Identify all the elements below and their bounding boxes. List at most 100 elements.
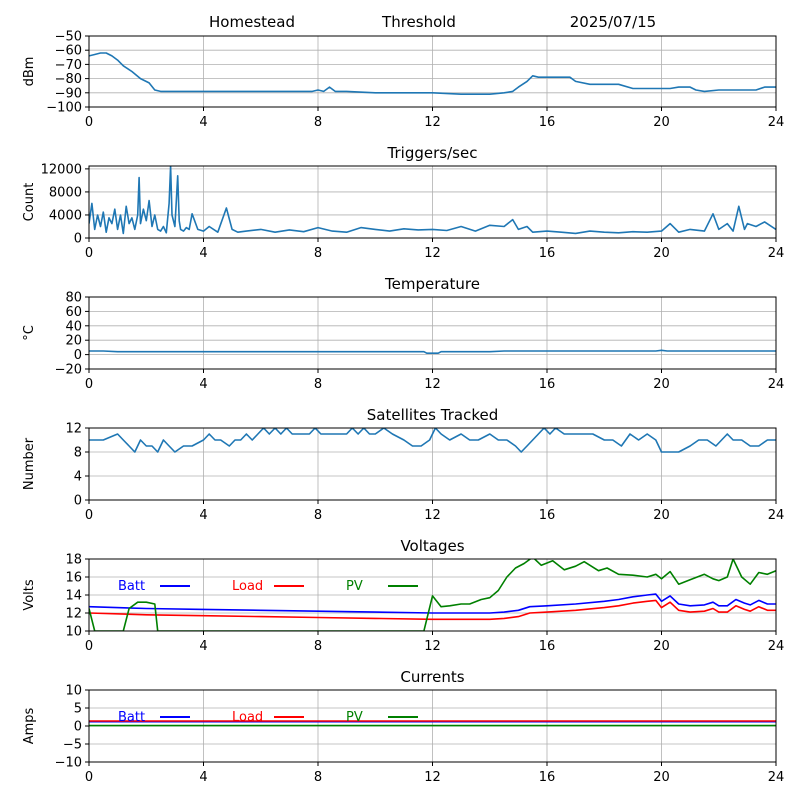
y-tick-label: 14 <box>65 589 82 604</box>
panel-title: Voltages <box>400 537 464 555</box>
y-tick-label: −10 <box>55 756 82 771</box>
x-tick-label: 4 <box>199 246 207 261</box>
x-tick-label: 12 <box>424 246 441 261</box>
y-tick-label: 80 <box>65 291 82 306</box>
x-tick-label: 16 <box>539 377 556 392</box>
y-tick-label: 18 <box>65 553 82 568</box>
panel-title: Temperature <box>384 275 480 293</box>
y-tick-label: −90 <box>55 86 82 101</box>
x-tick-label: 20 <box>653 639 670 654</box>
y-tick-label: 4000 <box>49 208 82 223</box>
y-tick-label: 0 <box>74 494 82 509</box>
y-axis-label: dBm <box>22 57 37 87</box>
y-tick-label: −5 <box>63 738 82 753</box>
panel-4: 0 4 8 12 16 20 24 10 12 14 16 18 Voltages Volts Batt Lo… <box>22 537 784 654</box>
x-tick-label: 24 <box>768 508 785 523</box>
x-tick-label: 12 <box>424 508 441 523</box>
y-tick-label: −80 <box>55 72 82 87</box>
y-axis-label: Volts <box>22 579 37 611</box>
panel-1: 0 4 8 12 16 20 24 0 4000 8000 12000 Triggers/sec Cou… <box>22 144 784 261</box>
x-tick-label: 12 <box>424 639 441 654</box>
y-tick-label: 16 <box>65 571 82 586</box>
x-tick-label: 16 <box>539 639 556 654</box>
y-tick-label: 8000 <box>49 185 82 200</box>
header-date: 2025/07/15 <box>570 13 656 31</box>
x-tick-label: 8 <box>314 115 322 130</box>
y-tick-label: 10 <box>65 625 82 640</box>
y-axis-label: Amps <box>22 707 37 744</box>
series-line-pv <box>89 559 776 631</box>
panel-title: Satellites Tracked <box>367 406 498 424</box>
y-tick-label: 4 <box>74 470 82 485</box>
x-tick-label: 0 <box>85 770 93 785</box>
y-tick-label: −20 <box>55 363 82 378</box>
y-tick-label: 12000 <box>41 162 82 177</box>
x-tick-label: 8 <box>314 377 322 392</box>
x-tick-label: 20 <box>653 508 670 523</box>
x-tick-label: 0 <box>85 508 93 523</box>
panel-title: Triggers/sec <box>387 144 478 162</box>
legend-label: PV <box>346 579 363 594</box>
y-tick-label: −50 <box>55 30 82 45</box>
x-tick-label: 8 <box>314 508 322 523</box>
x-tick-label: 4 <box>199 508 207 523</box>
x-tick-label: 20 <box>653 377 670 392</box>
x-tick-label: 8 <box>314 639 322 654</box>
x-tick-label: 20 <box>653 246 670 261</box>
x-tick-label: 20 <box>653 115 670 130</box>
x-tick-label: 20 <box>653 770 670 785</box>
y-axis-label: Number <box>22 437 37 490</box>
panel-0: 0 4 8 12 16 20 24 −100−90−80−70−60−50 dBm <box>22 30 784 131</box>
y-tick-label: 12 <box>65 422 82 437</box>
y-tick-label: −100 <box>46 101 82 116</box>
y-tick-label: 40 <box>65 319 82 334</box>
y-tick-label: 60 <box>65 305 82 320</box>
x-tick-label: 16 <box>539 770 556 785</box>
y-tick-label: 10 <box>65 684 82 699</box>
y-axis-label: °C <box>22 325 37 341</box>
y-tick-label: 12 <box>65 607 82 622</box>
y-tick-label: 0 <box>74 232 82 247</box>
x-tick-label: 24 <box>768 639 785 654</box>
x-tick-label: 0 <box>85 639 93 654</box>
header-mode: Threshold <box>381 13 456 31</box>
x-tick-label: 24 <box>768 377 785 392</box>
x-tick-label: 4 <box>199 770 207 785</box>
x-tick-label: 0 <box>85 246 93 261</box>
series-line-0 <box>89 166 776 235</box>
series-line-0 <box>89 349 776 355</box>
header-station: Homestead <box>209 13 295 31</box>
legend-label: Batt <box>118 579 145 594</box>
x-tick-label: 4 <box>199 377 207 392</box>
x-tick-label: 4 <box>199 115 207 130</box>
x-tick-label: 12 <box>424 377 441 392</box>
panel-title: Currents <box>400 668 464 686</box>
x-tick-label: 16 <box>539 508 556 523</box>
x-tick-label: 24 <box>768 246 785 261</box>
x-tick-label: 24 <box>768 770 785 785</box>
panel-3: 0 4 8 12 16 20 24 0 4 8 12 Satellites Tracked Number <box>22 406 784 523</box>
legend-label: Batt <box>118 710 145 725</box>
x-tick-label: 16 <box>539 115 556 130</box>
y-tick-label: 0 <box>74 720 82 735</box>
x-tick-label: 8 <box>314 770 322 785</box>
legend-label: Load <box>232 579 263 594</box>
y-tick-label: 8 <box>74 446 82 461</box>
y-tick-label: 20 <box>65 334 82 349</box>
x-tick-label: 8 <box>314 246 322 261</box>
y-tick-label: −70 <box>55 58 82 73</box>
legend-label: PV <box>346 710 363 725</box>
y-tick-label: −60 <box>55 44 82 59</box>
x-tick-label: 12 <box>424 770 441 785</box>
panel-5: 0 4 8 12 16 20 24 −10 −5 0 5 10 Currents Amps Batt Load… <box>22 668 784 785</box>
series-line-load <box>89 599 776 621</box>
y-axis-label: Count <box>22 183 37 222</box>
x-tick-label: 0 <box>85 377 93 392</box>
x-tick-label: 24 <box>768 115 785 130</box>
x-tick-label: 12 <box>424 115 441 130</box>
y-tick-label: 5 <box>74 702 82 717</box>
legend-label: Load <box>232 710 263 725</box>
x-tick-label: 4 <box>199 639 207 654</box>
x-tick-label: 16 <box>539 246 556 261</box>
